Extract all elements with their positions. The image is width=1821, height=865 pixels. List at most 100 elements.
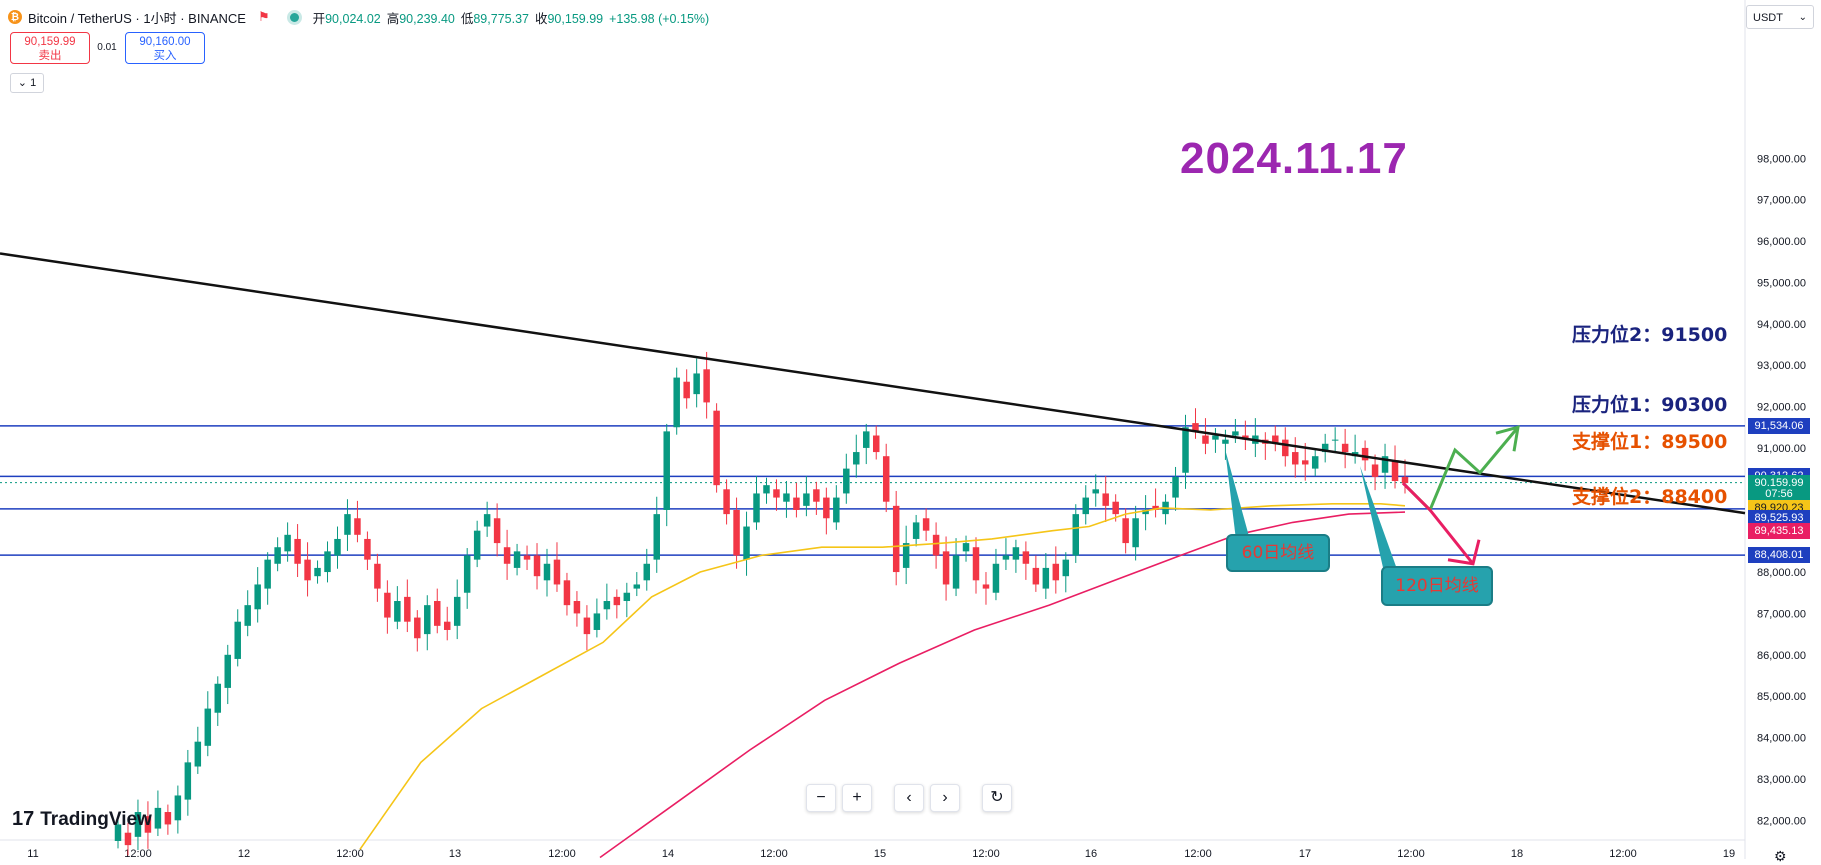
candle-body (952, 555, 960, 589)
candle-body (1222, 439, 1229, 444)
ohlc-values: 开90,024.02 高90,239.40 低89,775.37 收90,159.99… (313, 8, 716, 27)
candle-body (853, 452, 860, 465)
y-tick-label: 96,000.00 (1757, 236, 1806, 248)
price-tag: 07:56 (1748, 486, 1810, 503)
candle-body (404, 596, 411, 622)
scroll-right-button[interactable]: › (930, 784, 960, 812)
candle-body (1042, 567, 1050, 589)
candle-body (892, 505, 900, 573)
x-tick-label: 12:00 (1397, 848, 1425, 859)
gear-icon[interactable]: ⚙ (1774, 848, 1787, 864)
candle-body (234, 621, 241, 659)
candle-body (1092, 489, 1099, 494)
scroll-left-button[interactable]: ‹ (894, 784, 924, 812)
reset-chart-button[interactable]: ↻ (982, 784, 1012, 812)
candle-body (304, 559, 311, 581)
candle-body (244, 605, 251, 626)
candle-body (1282, 439, 1289, 457)
candle-body (1192, 423, 1199, 432)
candle-body (1072, 514, 1080, 556)
candle-body (1142, 509, 1149, 515)
candle-body (354, 518, 361, 535)
lots-dropdown[interactable]: ⌄ 1 (10, 73, 44, 93)
candle-body (1022, 551, 1030, 564)
buy-price: 90,160.00 (139, 36, 191, 48)
candle-body (763, 485, 770, 494)
ohlc-key: 开 (312, 11, 326, 26)
candle-body (134, 812, 142, 837)
zoom-in-button[interactable]: + (842, 784, 872, 812)
candle-body (843, 468, 850, 494)
candle-body (1292, 452, 1299, 465)
candle-body (713, 410, 720, 486)
candle-body (613, 596, 621, 606)
ohlc-value: 89,775.37 (473, 11, 529, 26)
x-tick-label: 19 (1723, 848, 1735, 859)
x-tick-label: 12:00 (1184, 848, 1212, 859)
y-tick-label: 95,000.00 (1757, 277, 1806, 289)
candle-body (453, 596, 461, 626)
sell-price: 90,159.99 (24, 36, 76, 48)
currency-select[interactable]: USDT ⌄ (1746, 5, 1814, 29)
candle-body (1341, 443, 1349, 453)
y-tick-label: 82,000.00 (1757, 815, 1806, 827)
tradingview-logo[interactable]: 17 TradingView (12, 808, 152, 831)
ohlc-value: 90,159.99 (547, 11, 604, 26)
candle-body (633, 584, 641, 589)
ohlc-key: 高 (386, 11, 400, 26)
candle-body (434, 601, 441, 626)
ma120-callout: 120日均线 (1381, 566, 1493, 606)
candle-body (1032, 567, 1040, 585)
sell-label: 卖出 (38, 50, 62, 62)
date-stamp: 2024.11.17 (1180, 134, 1408, 183)
ohlc-value: +135.98 (+0.15%) (609, 11, 710, 26)
symbol-title[interactable]: Bitcoin / TetherUS · 1小时 · BINANCE (28, 10, 246, 26)
ma60-callout: 60日均线 (1226, 534, 1330, 572)
buy-button[interactable]: 90,160.00 买入 (125, 32, 205, 64)
tradingview-mark-icon: 17 (12, 808, 35, 830)
candle-body (882, 456, 890, 502)
candle-body (1052, 563, 1060, 581)
candle-body (274, 547, 281, 564)
x-tick-label: 13 (449, 848, 461, 859)
candle-body (224, 654, 231, 688)
candle-body (992, 563, 1000, 593)
candle-body (723, 489, 730, 515)
y-tick-label: 94,000.00 (1757, 319, 1806, 331)
ma120-line (599, 511, 1406, 859)
candle-body (643, 563, 651, 581)
x-tick-label: 16 (1085, 848, 1097, 859)
candle-body (783, 493, 790, 502)
y-tick-label: 92,000.00 (1757, 402, 1806, 414)
candle-body (1012, 547, 1020, 560)
zoom-out-button[interactable]: − (806, 784, 836, 812)
brand-name: TradingView (40, 808, 152, 830)
candle-body (264, 559, 271, 589)
candle-body (683, 381, 690, 399)
candle-body (1311, 456, 1319, 469)
candle-body (414, 617, 421, 639)
ohlc-key: 收 (534, 11, 548, 26)
candle-body (1202, 435, 1209, 444)
x-tick-label: 15 (874, 848, 886, 859)
candle-body (1062, 559, 1070, 577)
sell-button[interactable]: 90,159.99 卖出 (10, 32, 90, 64)
flag-icon[interactable]: ⚑ (257, 9, 270, 24)
x-tick-label: 12:00 (1609, 848, 1637, 859)
currency-label: USDT (1753, 12, 1783, 24)
x-tick-label: 12:00 (548, 848, 576, 859)
y-tick-label: 87,000.00 (1757, 608, 1806, 620)
spread-value: 0.01 (97, 42, 117, 53)
candle-body (1102, 493, 1109, 506)
candle-body (1321, 443, 1329, 453)
lots-value: 1 (30, 77, 37, 89)
price-tag: 89,435.13 (1748, 522, 1810, 539)
forecast-up-arrow (1401, 426, 1520, 513)
resistance-1-label: 压力位1：90300 (1572, 394, 1728, 416)
candle-body (1361, 447, 1369, 461)
candle-body (1112, 501, 1119, 515)
candle-body (872, 435, 880, 453)
candle-body (563, 580, 571, 606)
candle-body (823, 497, 830, 519)
